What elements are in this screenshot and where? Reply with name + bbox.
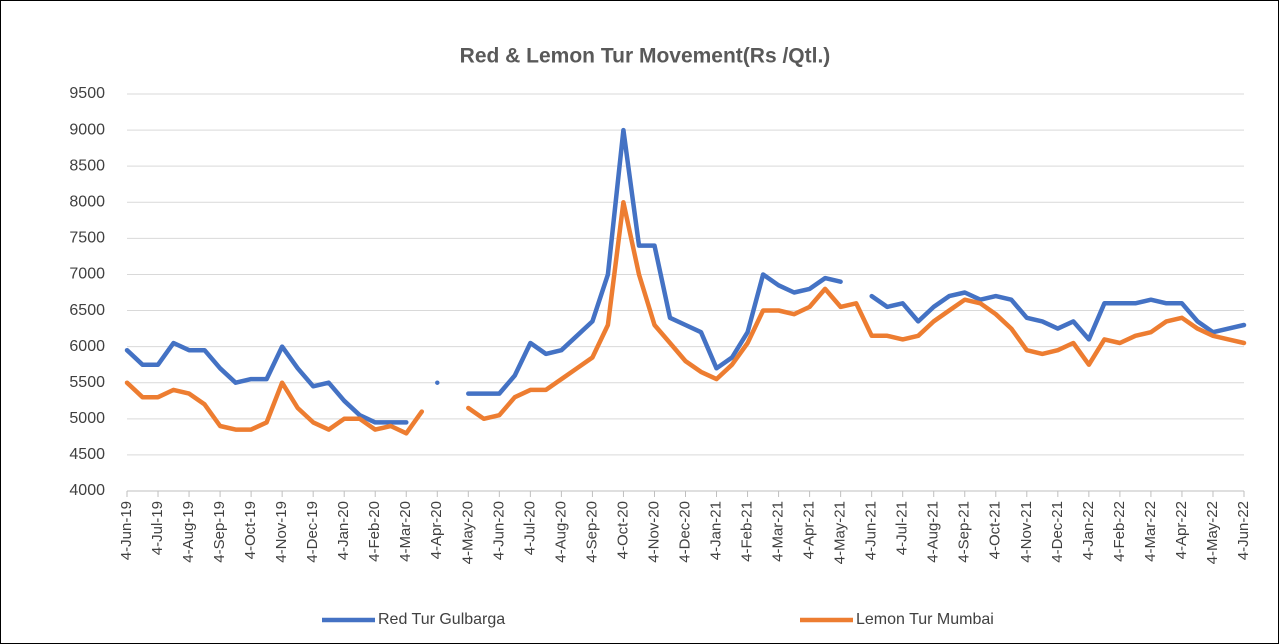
y-tick-label: 5000 — [69, 410, 105, 427]
y-tick-label: 9000 — [69, 121, 105, 138]
x-tick-label: 4-Nov-19 — [273, 501, 290, 563]
x-tick-label: 4-Dec-20 — [676, 501, 693, 563]
x-tick-label: 4-Apr-21 — [801, 501, 818, 559]
x-tick-label: 4-Mar-22 — [1142, 501, 1159, 562]
x-tick-label: 4-Jun-21 — [863, 501, 880, 560]
y-tick-label: 5500 — [69, 374, 105, 391]
x-tick-label: 4-Jan-22 — [1080, 501, 1097, 560]
x-tick-label: 4-Feb-21 — [739, 501, 756, 562]
x-tick-label: 4-May-20 — [459, 501, 476, 564]
x-tick-label: 4-May-22 — [1204, 501, 1221, 564]
x-tick-label: 4-Sep-20 — [583, 501, 600, 563]
x-tick-label: 4-Jul-19 — [149, 501, 166, 555]
legend-label: Red Tur Gulbarga — [378, 611, 505, 628]
x-tick-label: 4-Nov-21 — [1018, 501, 1035, 563]
chart-title: Red & Lemon Tur Movement(Rs /Qtl.) — [460, 45, 831, 68]
x-tick-label: 4-Aug-19 — [180, 501, 197, 563]
x-tick-label: 4-Dec-19 — [304, 501, 321, 563]
series-line — [124, 127, 1247, 425]
x-tick-label: 4-Feb-22 — [1111, 501, 1128, 562]
x-tick-label: 4-Sep-21 — [956, 501, 973, 563]
x-tick-label: 4-Jan-21 — [707, 501, 724, 560]
y-tick-label: 4000 — [69, 482, 105, 499]
x-tick-label: 4-Sep-19 — [211, 501, 228, 563]
legend-label: Lemon Tur Mumbai — [856, 611, 994, 628]
x-tick-label: 4-Jul-20 — [521, 501, 538, 555]
x-tick-label: 4-Oct-20 — [614, 501, 631, 559]
x-tick-label: 4-May-21 — [832, 501, 849, 564]
x-tick-label: 4-Apr-20 — [428, 501, 445, 559]
x-tick-label: 4-Oct-19 — [242, 501, 259, 559]
y-tick-label: 6500 — [69, 302, 105, 319]
x-tick-label: 4-Jun-19 — [118, 501, 135, 560]
x-tick-label: 4-Nov-20 — [645, 501, 662, 563]
x-tick-label: 4-Aug-20 — [552, 501, 569, 563]
y-tick-label: 9500 — [69, 85, 105, 102]
x-tick-label: 4-Oct-21 — [987, 501, 1004, 559]
y-tick-label: 4500 — [69, 446, 105, 463]
x-tick-label: 4-Mar-21 — [770, 501, 787, 562]
y-tick-label: 7000 — [69, 266, 105, 283]
x-tick-label: 4-Mar-20 — [397, 501, 414, 562]
x-tick-label: 4-Feb-20 — [366, 501, 383, 562]
y-tick-label: 6000 — [69, 338, 105, 355]
x-tick-label: 4-Aug-21 — [925, 501, 942, 563]
y-tick-label: 7500 — [69, 230, 105, 247]
x-tick-label: 4-Dec-21 — [1049, 501, 1066, 563]
x-tick-label: 4-Apr-22 — [1173, 501, 1190, 559]
series-line — [124, 200, 1247, 436]
x-tick-label: 4-Jun-20 — [490, 501, 507, 560]
y-tick-label: 8500 — [69, 157, 105, 174]
x-tick-label: 4-Jul-21 — [894, 501, 911, 555]
y-tick-label: 8000 — [69, 193, 105, 210]
x-tick-label: 4-Jun-22 — [1235, 501, 1252, 560]
x-tick-label: 4-Jan-20 — [335, 501, 352, 560]
